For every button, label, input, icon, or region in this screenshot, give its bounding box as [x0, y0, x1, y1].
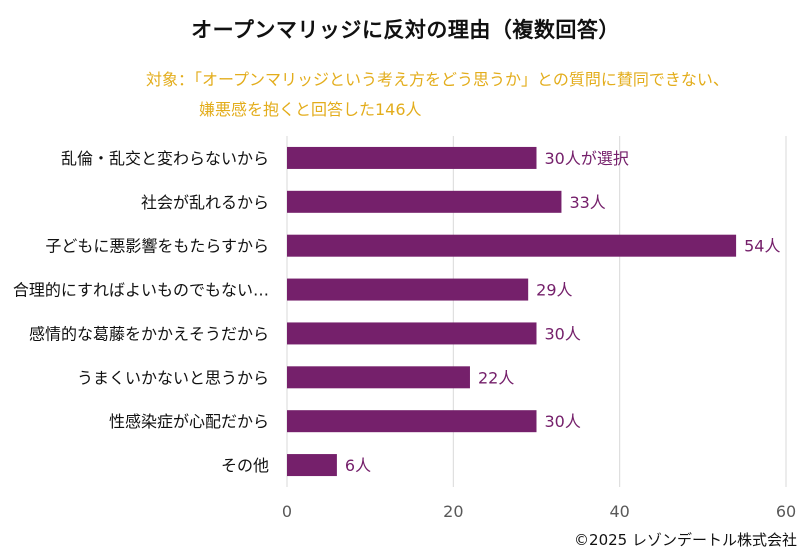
- data-label-6: 30人: [545, 412, 581, 431]
- category-label-0: 乱倫・乱交と変わらないから: [61, 149, 269, 168]
- copyright-text: ©2025 レゾンデートル株式会社: [574, 531, 797, 549]
- category-label-2: 子どもに悪影響をもたらすから: [45, 237, 269, 256]
- bar-7: [287, 454, 337, 477]
- x-tick-label-40: 40: [609, 502, 629, 521]
- bar-5: [287, 366, 470, 389]
- data-label-1: 33人: [569, 193, 605, 212]
- category-label-5: うまくいかないと思うから: [77, 368, 269, 387]
- data-label-0: 30人が選択: [545, 149, 629, 168]
- chart-title: オープンマリッジに反対の理由（複数回答）: [191, 18, 620, 42]
- data-label-7: 6人: [345, 456, 371, 475]
- category-label-3: 合理的にすればよいものでもない…: [13, 281, 269, 300]
- x-tick-label-20: 20: [443, 502, 463, 521]
- data-label-2: 54人: [744, 237, 780, 256]
- data-label-3: 29人: [536, 281, 572, 300]
- bar-4: [287, 322, 537, 345]
- bar-0: [287, 146, 537, 169]
- x-tick-label-60: 60: [776, 502, 796, 521]
- category-label-7: その他: [221, 456, 269, 475]
- subtitle-line-1: 対象：「オープンマリッジという考え方をどう思うか」との質問に賛同できない、: [146, 70, 729, 89]
- x-tick-label-0: 0: [282, 502, 292, 521]
- bar-6: [287, 410, 537, 433]
- bar-3: [287, 278, 529, 301]
- subtitle-line-2: 嫌悪感を抱くと回答した146人: [199, 100, 422, 119]
- bar-2: [287, 234, 737, 257]
- data-label-4: 30人: [545, 324, 581, 343]
- bar-1: [287, 190, 562, 213]
- data-label-5: 22人: [478, 368, 514, 387]
- category-label-6: 性感染症が心配だから: [109, 412, 269, 431]
- category-label-1: 社会が乱れるから: [141, 193, 269, 212]
- category-label-4: 感情的な葛藤をかかえそうだから: [29, 324, 269, 343]
